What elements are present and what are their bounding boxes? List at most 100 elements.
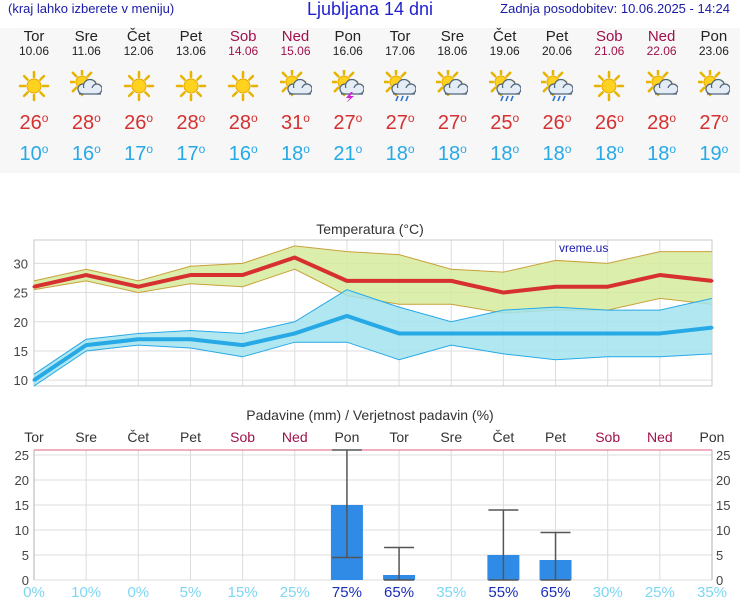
x-tick-label: Sre [75,429,97,445]
data-point [241,343,245,347]
min-temperature: 18o [281,142,310,165]
sun-shape [123,70,154,102]
watermark-label: vreme.us [559,241,608,255]
y-tick-label: 10 [15,523,29,538]
day-column: Pon 16.06 27o 21o [322,28,374,165]
sun-ray [647,71,654,78]
day-date: 18.06 [437,44,468,58]
cloud-shape [286,78,312,95]
sun-cloud-icon [70,70,103,97]
min-temperature: 10o [19,142,49,165]
data-point [501,291,505,295]
cloud-fill [554,88,568,94]
rain-drop [557,95,561,102]
cloud-fill [397,88,412,94]
daily-forecast-strip: Tor 10.06 26o 10o Sre 11.06 28o 16o Čet 12.06 26o 1… [0,28,740,173]
sun-ray [437,86,444,93]
rain-drop [562,95,566,102]
sun-ray [295,71,302,78]
max-temperature: 31o [281,111,310,134]
sun-disc [26,78,42,94]
sun-ray [196,91,203,98]
max-temperature: 28o [176,111,206,134]
max-temperature: 28o [228,111,258,134]
data-point [188,273,192,277]
cloud-fill [292,88,307,94]
sun-ray [598,91,605,98]
sun-ray [385,71,392,78]
day-column: Sre 18.06 27o 18o [426,28,478,165]
precip-probability-label: 25% [645,584,675,600]
header-bar: (kraj lahko izberete v meniju) Ljubljana… [0,0,740,22]
y-tick-label: 20 [14,315,28,330]
sun-ray [281,71,288,78]
sun-shape [594,70,625,102]
max-temperature: 28o [647,111,677,134]
day-name: Tor [389,28,411,45]
y-tick-label: 15 [15,498,29,513]
band-lower-edge [33,341,713,387]
min-temperature: 21o [333,142,363,165]
y-tick-label: 25 [15,448,29,463]
sun-ray [333,71,340,78]
day-date: 22.06 [646,44,677,58]
sun-icon [594,70,625,102]
day-name: Pet [179,28,203,45]
max-temperature: 26o [542,111,572,134]
sun-ray [699,86,706,93]
day-date: 14.06 [228,44,259,58]
sun-disc [601,78,617,94]
day-name: Tor [23,28,45,45]
sun-disc [183,78,199,94]
sun-ray [557,71,564,78]
x-tick-label: Pet [180,429,201,445]
precip-probability-label: 15% [228,584,258,600]
day-date: 17.06 [385,44,416,58]
precip-probability-label: 75% [332,584,362,600]
y-tick-label: 30 [14,256,28,271]
min-temperature: 18o [542,142,572,165]
precip-probability-label: 35% [697,584,727,600]
day-date: 10.06 [18,44,50,58]
day-column: Sre 11.06 28o 16o [60,28,112,165]
sun-ray [248,74,255,81]
sun-cloud-icon [697,70,730,97]
sun-shape [227,70,259,102]
day-column: Čet 19.06 25o 18o [479,28,531,165]
rain-drop [509,95,514,102]
sun-shape [175,70,207,102]
min-temperature: 18o [647,142,677,165]
sun-ray [127,91,134,98]
day-name: Ned [647,28,676,45]
sun-ray [39,91,46,98]
data-point [710,326,714,330]
sun-ray [127,74,134,81]
sun-ray [179,74,186,81]
location-menu-note: (kraj lahko izberete v meniju) [8,1,175,16]
precip-probability-label: 0% [127,584,149,600]
data-point [501,331,505,335]
sun-cloud-icon [436,70,469,97]
data-point [658,273,662,277]
day-column: Pet 13.06 28o 17o [165,28,217,165]
x-tick-label: Sob [230,429,255,445]
sun-shape [18,70,50,102]
day-column: Tor 10.06 26o 10o [8,28,60,165]
y-tick-label-right: 20 [716,473,730,488]
cloud-shape [391,78,417,95]
day-date: 20.06 [541,44,573,58]
rain-drop [552,95,556,102]
day-name: Čet [493,28,517,45]
sun-ray [39,74,46,81]
rain-drop [405,95,409,102]
x-tick-label: Ned [282,429,308,445]
day-name: Čet [126,28,151,45]
x-tick-label: Sre [440,429,462,445]
y-tick-label-right: 25 [716,448,730,463]
x-tick-label: Tor [389,429,409,445]
max-temperature: 28o [71,111,101,134]
day-name: Sob [595,28,623,45]
sun-icon [175,70,207,102]
day-name: Sob [229,28,257,45]
x-tick-label: Čet [492,429,514,445]
